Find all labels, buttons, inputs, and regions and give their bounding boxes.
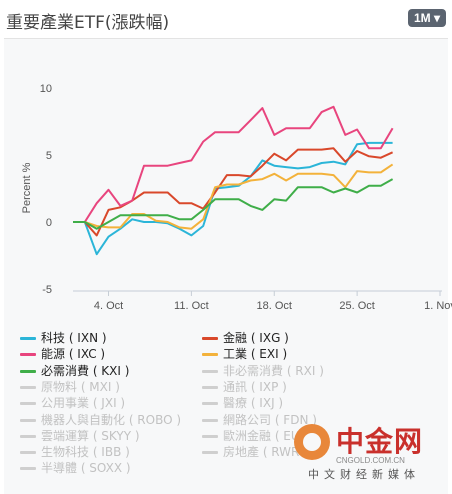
y-tick-label: 0 (46, 217, 52, 229)
legend-swatch (20, 385, 36, 389)
legend-item[interactable]: 科技 ( IXN ) (20, 330, 107, 346)
legend-swatch (202, 451, 218, 455)
series-lines (73, 105, 394, 256)
legend-label: 醫療 ( IXJ ) (223, 396, 284, 411)
y-tick-label: 10 (40, 83, 52, 95)
chart-title: 重要產業ETF(漲跌幅) (6, 13, 170, 33)
series-line[interactable] (73, 178, 394, 230)
legend-label: 通訊 ( IXP ) (223, 379, 287, 394)
legend-swatch (20, 369, 36, 373)
legend-swatch (20, 418, 36, 422)
period-selector-button[interactable]: 1M ▾ (407, 9, 446, 27)
legend-swatch (202, 434, 218, 438)
legend-item[interactable]: 網路公司 ( FDN ) (202, 412, 317, 428)
watermark-name: 中金网 (336, 425, 424, 458)
legend-swatch (202, 353, 218, 357)
legend-label: 房地產 ( RWR ) (223, 445, 308, 460)
x-tick-label: 18. Oct (257, 300, 292, 312)
legend-item[interactable]: 必需消費 ( KXI ) (20, 363, 129, 379)
legend-label: 工業 ( EXI ) (223, 347, 288, 362)
x-tick-label: 25. Oct (339, 300, 374, 312)
legend-item[interactable]: 雲端運算 ( SKYY ) (20, 428, 140, 444)
legend-item[interactable]: 通訊 ( IXP ) (202, 379, 287, 395)
legend-item[interactable]: 非必需消費 ( RXI ) (202, 363, 324, 379)
y-axis: -5 0 5 10 (40, 83, 52, 296)
legend-item[interactable]: 公用事業 ( JXI ) (20, 395, 125, 411)
chart-panel (4, 38, 448, 494)
watermark-logo-icon (294, 424, 330, 460)
legend-label: 雲端運算 ( SKYY ) (41, 428, 140, 443)
legend-label: 生物科技 ( IBB ) (41, 445, 130, 460)
legend-item[interactable]: 金融 ( IXG ) (202, 330, 289, 346)
legend-label: 非必需消費 ( RXI ) (223, 363, 324, 378)
legend-swatch (202, 402, 218, 406)
legend-label: 機器人與自動化 ( ROBO ) (41, 412, 182, 427)
series-line[interactable] (73, 147, 394, 237)
legend-item[interactable]: 醫療 ( IXJ ) (202, 395, 283, 411)
legend-label: 原物料 ( MXI ) (41, 379, 120, 394)
legend-item[interactable]: 工業 ( EXI ) (202, 346, 287, 362)
series-line[interactable] (73, 163, 394, 230)
legend-item[interactable]: 能源 ( IXC ) (20, 346, 105, 362)
legend-swatch (20, 353, 36, 357)
y-tick-label: -5 (42, 284, 52, 296)
legend-swatch (20, 434, 36, 438)
series-line[interactable] (73, 105, 394, 223)
legend-swatch (202, 369, 218, 373)
legend-swatch (20, 337, 36, 340)
legend-swatch (202, 418, 218, 422)
legend-label: 半導體 ( SOXX ) (41, 461, 131, 476)
y-axis-label: Percent % (21, 162, 33, 213)
line-chart: -5 0 5 10 4. Oct 11. Oct 18. Oct 25. Oct 1. Nov… (21, 83, 452, 312)
legend-item[interactable]: 機器人與自動化 ( ROBO ) (20, 412, 181, 428)
legend-item[interactable]: 原物料 ( MXI ) (20, 379, 120, 395)
watermark-subtitle: 中文财经新媒体 (308, 468, 420, 481)
series-line[interactable] (73, 141, 393, 256)
legend-swatch (202, 337, 218, 340)
watermark-url: CNGOLD.COM.CN (336, 456, 405, 465)
legend-label: 必需消費 ( KXI ) (41, 363, 130, 378)
legend-swatch (20, 467, 36, 471)
y-tick-label: 5 (46, 150, 52, 162)
legend-label: 能源 ( IXC ) (41, 347, 106, 362)
watermark: 中金网 CNGOLD.COM.CN 中文财经新媒体 (294, 418, 444, 481)
chart-header: 重要產業ETF(漲跌幅) 1M ▾ (0, 0, 452, 38)
legend-label: 網路公司 ( FDN ) (223, 412, 317, 427)
x-axis: 4. Oct 11. Oct 18. Oct 25. Oct 1. Nov (73, 290, 452, 312)
x-tick-label: 11. Oct (174, 300, 209, 312)
legend-label: 金融 ( IXG ) (223, 331, 289, 345)
legend-swatch (20, 451, 36, 455)
legend-item[interactable]: 房地產 ( RWR ) (202, 444, 308, 460)
x-tick-label: 4. Oct (94, 300, 123, 312)
legend-label: 科技 ( IXN ) (41, 331, 107, 345)
legend-item[interactable]: 半導體 ( SOXX ) (20, 460, 131, 476)
legend-swatch (20, 402, 36, 406)
legend-swatch (202, 385, 218, 389)
x-tick-label: 1. Nov (424, 300, 452, 312)
legend-label: 公用事業 ( JXI ) (41, 396, 126, 411)
legend-item[interactable]: 生物科技 ( IBB ) (20, 444, 130, 460)
